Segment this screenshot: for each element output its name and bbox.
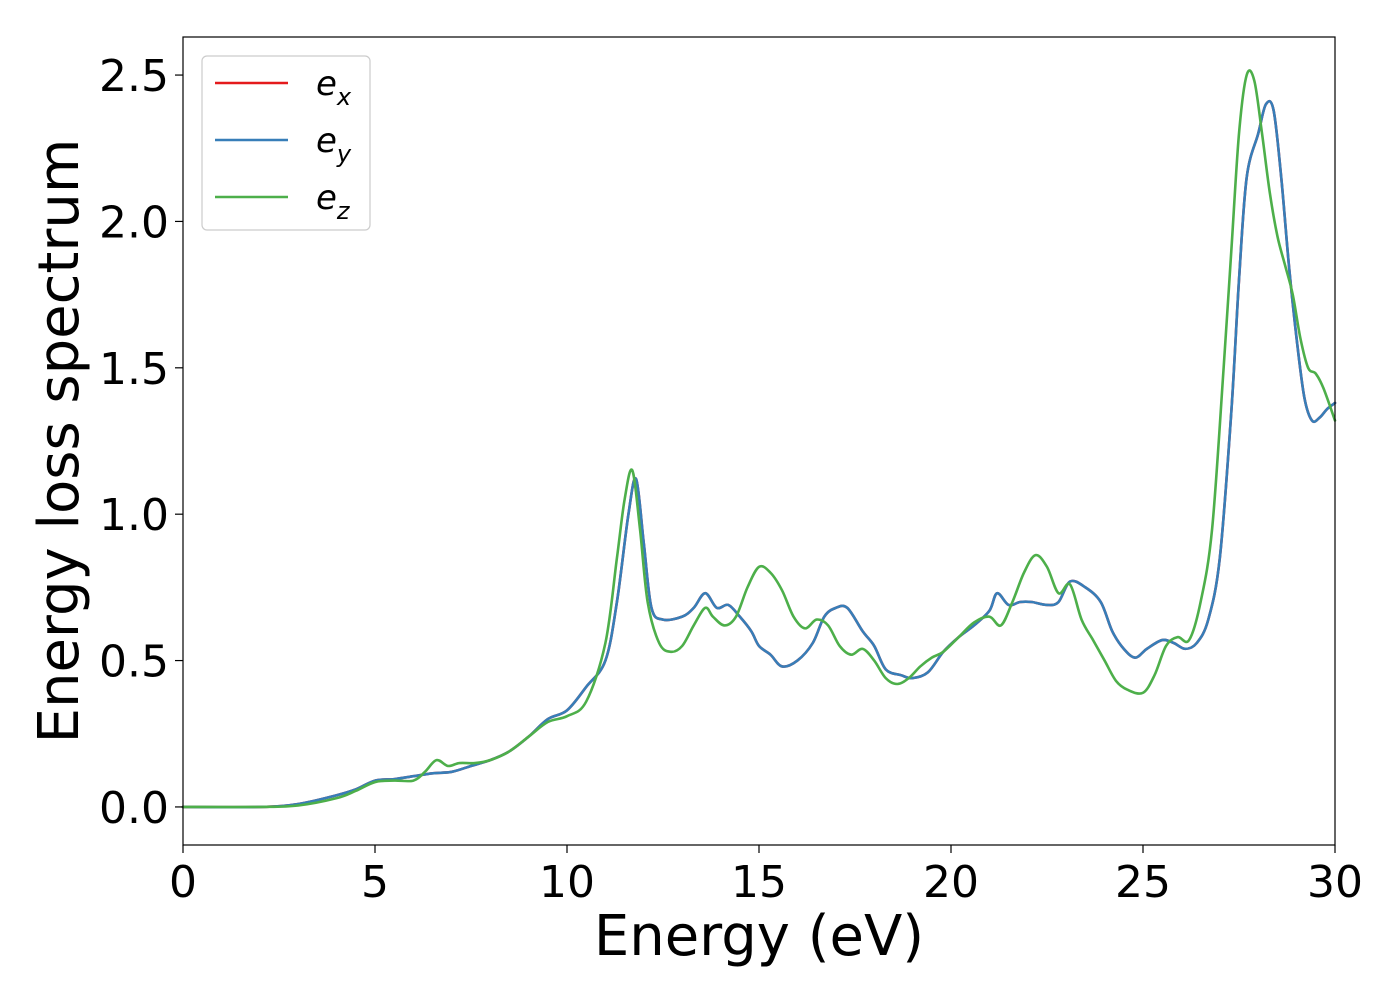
series-line-ey [181, 99, 1337, 809]
legend-subscript: x [336, 83, 352, 111]
legend-box [201, 55, 371, 231]
legend-subscript: y [336, 140, 352, 168]
y-tick-label: 1.5 [99, 344, 169, 395]
y-axis-label: Energy loss spectrum [27, 139, 92, 744]
x-tick-label: 30 [1307, 857, 1363, 908]
y-tick-label: 2.0 [99, 197, 169, 248]
x-axis-ticks: 0 5 10 15 20 25 30 [169, 845, 1363, 908]
x-tick-label: 25 [1115, 857, 1171, 908]
y-tick-label: 0.5 [99, 637, 169, 688]
x-axis-label: Energy (eV) [594, 904, 924, 969]
plot-background [183, 37, 1335, 845]
x-tick-label: 10 [539, 857, 595, 908]
x-tick-label: 5 [361, 857, 389, 908]
x-tick-label: 20 [923, 857, 979, 908]
legend-subscript: z [336, 197, 351, 225]
series-line-ez [181, 69, 1337, 809]
x-tick-label: 0 [169, 857, 197, 908]
y-tick-label: 2.5 [99, 51, 169, 102]
y-axis-ticks: 0.0 0.5 1.0 1.5 2.0 2.5 [99, 51, 183, 834]
x-tick-label: 15 [731, 857, 787, 908]
series-layer [181, 69, 1337, 809]
y-tick-label: 1.0 [99, 490, 169, 541]
y-tick-label: 0.0 [99, 783, 169, 834]
